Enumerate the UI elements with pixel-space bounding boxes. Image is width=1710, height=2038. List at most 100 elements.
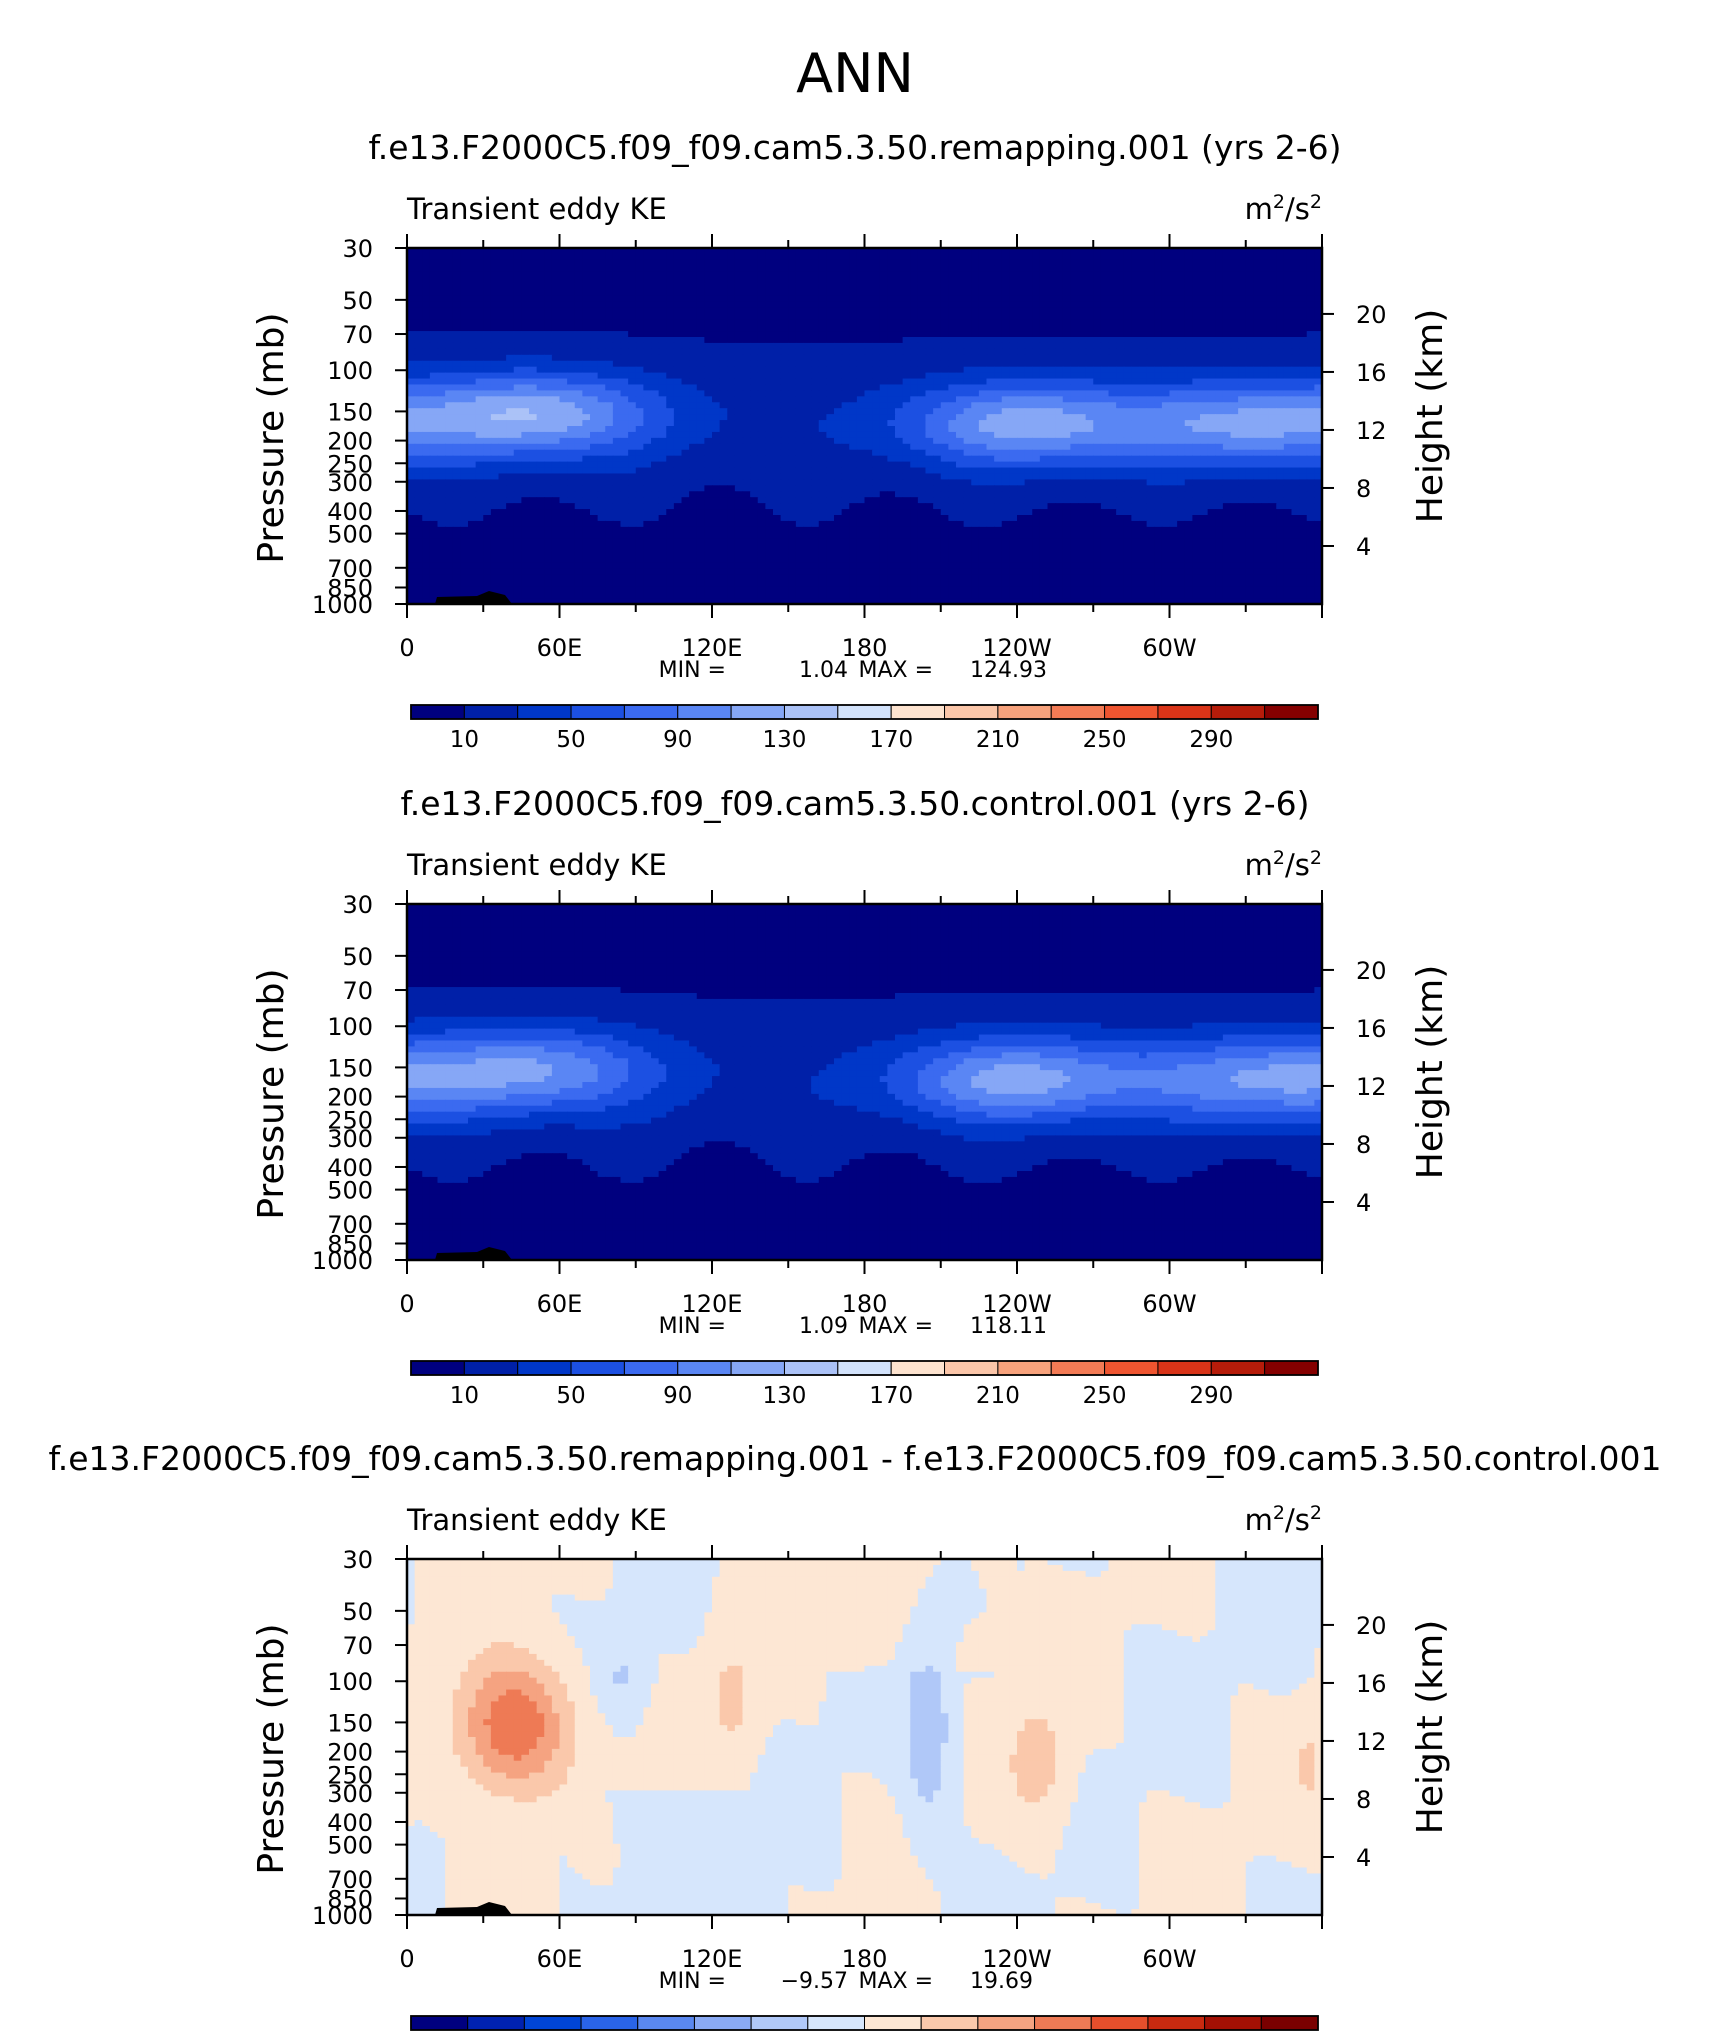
heatmap-cell: [948, 396, 957, 403]
heatmap-cell: [1100, 307, 1110, 314]
heatmap-cell: [437, 331, 446, 338]
heatmap-cell: [681, 342, 690, 350]
heatmap-cell: [986, 431, 995, 439]
heatmap-cell: [1268, 384, 1277, 391]
heatmap-cell: [536, 420, 545, 427]
heatmap-cell: [597, 271, 606, 279]
heatmap-cell: [963, 313, 972, 320]
heatmap-cell: [605, 396, 614, 403]
heatmap-cell: [1261, 277, 1270, 285]
heatmap-cell: [506, 337, 515, 344]
heatmap-cell: [437, 378, 446, 386]
heatmap-cell: [414, 331, 423, 338]
heatmap-cell: [1100, 331, 1110, 338]
heatmap-cell: [872, 473, 881, 480]
heatmap-cell: [651, 354, 660, 362]
heatmap-cell: [872, 313, 881, 320]
heatmap-cell: [574, 390, 583, 397]
heatmap-cell: [429, 259, 439, 267]
heatmap-cell: [407, 366, 416, 374]
heatmap-cell: [1299, 467, 1308, 475]
heatmap-cell: [910, 253, 919, 261]
heatmap-cell: [696, 455, 705, 463]
heatmap-cell: [1116, 313, 1125, 320]
heatmap-cell: [574, 295, 583, 302]
heatmap-cell: [1207, 259, 1216, 267]
heatmap-cell: [1108, 443, 1117, 451]
heatmap-cell: [1299, 455, 1308, 463]
heatmap-cell: [1055, 366, 1064, 374]
heatmap-cell: [1055, 331, 1064, 338]
heatmap-cell: [696, 479, 705, 486]
heatmap-cell: [452, 348, 461, 356]
heatmap-cell: [826, 426, 835, 433]
heatmap-cell: [590, 325, 599, 332]
heatmap-cell: [895, 390, 904, 397]
heatmap-cell: [1123, 253, 1132, 261]
heatmap-cell: [1093, 437, 1102, 445]
heatmap-cell: [1215, 331, 1224, 338]
heatmap-cell: [948, 271, 957, 279]
heatmap-cell: [1261, 426, 1270, 433]
heatmap-cell: [1009, 479, 1018, 486]
heatmap-cell: [590, 366, 599, 374]
heatmap-cell: [1093, 396, 1102, 403]
heatmap-cell: [895, 437, 904, 445]
heatmap-cell: [498, 348, 507, 356]
heatmap-cell: [1238, 479, 1247, 486]
heatmap-cell: [673, 491, 683, 498]
heatmap-cell: [643, 248, 652, 255]
heatmap-cell: [994, 390, 1003, 397]
heatmap-cell: [490, 414, 500, 421]
heatmap-cell: [994, 420, 1003, 427]
heatmap-cell: [673, 337, 683, 344]
heatmap-cell: [856, 402, 866, 409]
heatmap-cell: [1100, 402, 1110, 409]
heatmap-cell: [551, 443, 561, 451]
heatmap-cell: [1222, 372, 1232, 380]
heatmap-cell: [490, 473, 500, 480]
heatmap-cell: [795, 384, 805, 391]
heatmap-cell: [414, 408, 423, 415]
heatmap-cell: [1009, 331, 1018, 338]
heatmap-cell: [971, 277, 980, 285]
heatmap-cell: [506, 277, 515, 285]
heatmap-cell: [605, 437, 614, 445]
heatmap-cell: [1291, 331, 1300, 338]
heatmap-cell: [773, 366, 782, 374]
heatmap-cell: [1093, 408, 1102, 415]
heatmap-cell: [1093, 325, 1102, 332]
heatmap-cell: [1253, 331, 1262, 338]
heatmap-cell: [994, 372, 1003, 380]
heatmap-cell: [994, 384, 1003, 391]
heatmap-cell: [506, 271, 515, 279]
heatmap-cell: [811, 414, 820, 421]
heatmap-cell: [506, 325, 515, 332]
heatmap-cell: [567, 265, 576, 273]
heatmap-cell: [521, 342, 530, 350]
heatmap-cell: [506, 354, 515, 362]
heatmap-cell: [948, 479, 957, 486]
heatmap-cell: [1070, 449, 1079, 457]
heatmap-cell: [513, 253, 522, 261]
heatmap-cell: [925, 414, 934, 421]
heatmap-cell: [1146, 259, 1155, 267]
heatmap-cell: [872, 283, 881, 291]
heatmap-cell: [910, 384, 919, 391]
heatmap-cell: [429, 319, 439, 326]
heatmap-cell: [803, 402, 812, 409]
heatmap-cell: [498, 443, 507, 451]
heatmap-cell: [468, 313, 477, 320]
heatmap-cell: [1055, 313, 1064, 320]
heatmap-cell: [490, 325, 500, 332]
heatmap-cell: [757, 342, 766, 350]
heatmap-cell: [1291, 271, 1300, 279]
heatmap-cell: [1055, 337, 1064, 344]
heatmap-cell: [445, 408, 454, 415]
heatmap-cell: [1039, 283, 1049, 291]
heatmap-cell: [567, 414, 576, 421]
heatmap-cell: [1154, 390, 1163, 397]
heatmap-cell: [849, 467, 858, 475]
heatmap-cell: [826, 283, 835, 291]
heatmap-cell: [605, 414, 614, 421]
